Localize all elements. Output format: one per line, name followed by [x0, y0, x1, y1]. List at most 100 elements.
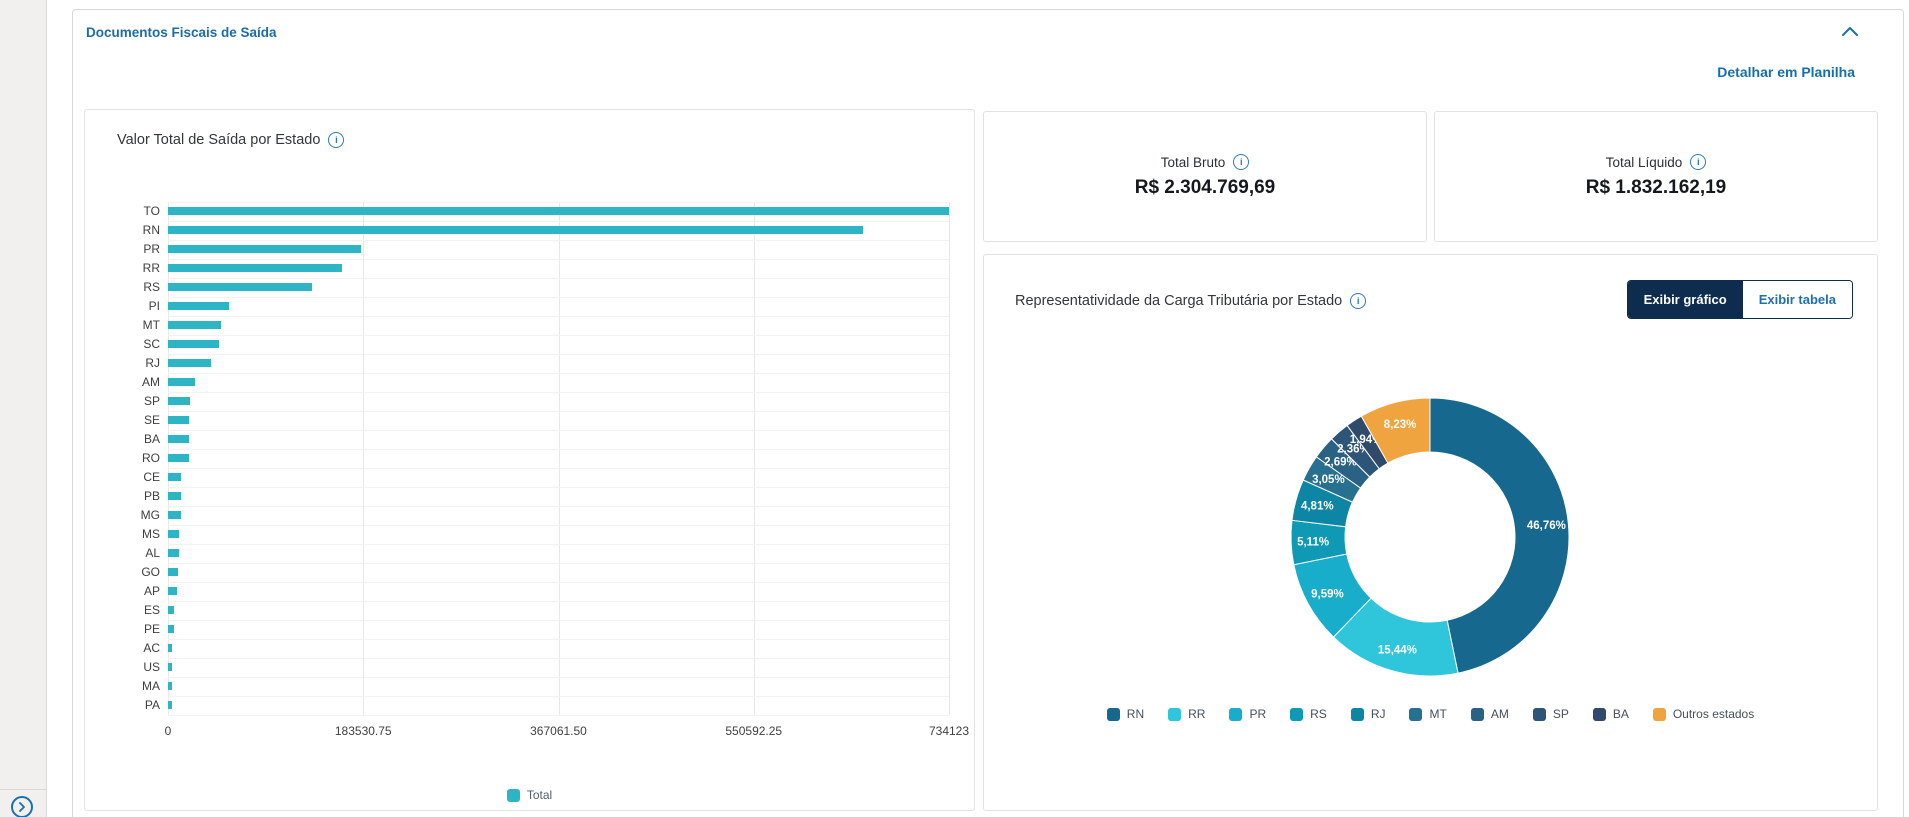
tax-burden-panel: Representatividade da Carga Tributária p… [983, 254, 1878, 811]
y-axis-label: AP [143, 584, 160, 598]
bar-RR[interactable] [168, 264, 343, 272]
y-axis-label: SP [143, 394, 160, 408]
legend-item-AM[interactable]: AM [1470, 707, 1509, 721]
legend-item-RR[interactable]: RR [1168, 707, 1205, 721]
gridline [168, 487, 949, 488]
y-axis-label: GO [141, 565, 160, 579]
bar-AC[interactable] [168, 644, 173, 652]
bar-RO[interactable] [168, 454, 190, 462]
collapse-section-button[interactable] [1839, 24, 1861, 39]
bar-TO[interactable] [168, 207, 949, 215]
legend-label: SP [1552, 707, 1569, 721]
legend-item-SP[interactable]: SP [1532, 707, 1569, 721]
pie-slice-Outros estados[interactable] [1360, 397, 1431, 464]
legend-item-RN[interactable]: RN [1106, 707, 1144, 721]
gridline [168, 278, 949, 279]
bar-PE[interactable] [168, 625, 174, 633]
total-liquido-card: Total Líquido i R$ 1.832.162,19 [1434, 111, 1878, 242]
pie-slice-label: 9,59% [1311, 588, 1344, 600]
gridline [168, 449, 949, 450]
y-axis-label: US [143, 660, 160, 674]
gridline [168, 221, 949, 222]
legend-swatch [1652, 707, 1666, 721]
legend-item-RJ[interactable]: RJ [1350, 707, 1386, 721]
bar-MA[interactable] [168, 682, 173, 690]
total-bruto-label: Total Bruto [1160, 154, 1226, 170]
info-icon[interactable]: i [328, 132, 345, 148]
bar-PB[interactable] [168, 492, 181, 500]
legend-label: RR [1188, 707, 1206, 721]
bar-ES[interactable] [168, 606, 175, 614]
bar-RN[interactable] [168, 226, 863, 234]
legend-label: RJ [1370, 707, 1386, 721]
sidebar-expand-button[interactable] [11, 796, 33, 817]
bar-US[interactable] [168, 663, 172, 671]
legend-label: MT [1429, 707, 1447, 721]
bar-RS[interactable] [168, 283, 312, 291]
pie-slice-RN[interactable] [1429, 397, 1570, 674]
bar-PA[interactable] [168, 701, 172, 709]
legend-swatch [1409, 707, 1423, 721]
info-icon[interactable]: i [1690, 154, 1707, 170]
y-axis-label: PI [148, 299, 160, 313]
y-axis-label: AC [143, 641, 160, 655]
bar-MS[interactable] [168, 530, 179, 538]
bar-GO[interactable] [168, 568, 178, 576]
bar-PR[interactable] [168, 245, 361, 253]
pie-slice-label: 2,36% [1337, 444, 1370, 456]
legend-item-MT[interactable]: MT [1409, 707, 1447, 721]
bar-chart-legend[interactable]: Total [85, 788, 974, 802]
info-icon[interactable]: i [1350, 293, 1367, 309]
gridline [168, 430, 949, 431]
legend-item-RS[interactable]: RS [1290, 707, 1327, 721]
legend-label: AM [1490, 707, 1509, 721]
legend-swatch [1168, 707, 1182, 721]
bar-AL[interactable] [168, 549, 179, 557]
collapsed-sidebar [0, 0, 47, 817]
gridline [168, 202, 949, 203]
legend-swatch [1592, 707, 1606, 721]
gridline [168, 316, 949, 317]
y-axis-label: RR [142, 261, 160, 275]
gridline [168, 620, 949, 621]
bar-AM[interactable] [168, 378, 195, 386]
gridline [558, 202, 560, 715]
donut-legend: RN RR PR RS RJ MT AM SP BA Outros estados [984, 707, 1877, 721]
bar-AP[interactable] [168, 587, 178, 595]
legend-swatch [1350, 707, 1364, 721]
bar-SP[interactable] [168, 397, 191, 405]
legend-item-BA[interactable]: BA [1592, 707, 1629, 721]
bar-SC[interactable] [168, 340, 220, 348]
gridline [168, 658, 949, 659]
y-axis-label: PA [144, 698, 160, 712]
legend-item-PR[interactable]: PR [1229, 707, 1266, 721]
bar-PI[interactable] [168, 302, 229, 310]
bar-MG[interactable] [168, 511, 181, 519]
legend-item-Outros estados[interactable]: Outros estados [1652, 707, 1755, 721]
bar-RJ[interactable] [168, 359, 211, 367]
bar-SE[interactable] [168, 416, 190, 424]
gridline [949, 202, 950, 715]
gridline [168, 563, 949, 564]
bar-chart-title: Valor Total de Saída por Estado [117, 132, 321, 148]
total-liquido-value: R$ 1.832.162,19 [1585, 177, 1727, 198]
bar-BA[interactable] [168, 435, 190, 443]
gridline [168, 392, 949, 393]
exibir-tabela-button[interactable]: Exibir tabela [1742, 281, 1852, 318]
y-axis-label: PR [143, 242, 160, 256]
gridline [168, 639, 949, 640]
gridline [168, 373, 949, 374]
y-axis-label: AM [142, 375, 160, 389]
bar-MT[interactable] [168, 321, 222, 329]
detalhar-em-planilha-link[interactable]: Detalhar em Planilha [1717, 64, 1855, 80]
gridline [168, 411, 949, 412]
bar-CE[interactable] [168, 473, 181, 481]
exibir-grafico-button[interactable]: Exibir gráfico [1627, 281, 1743, 318]
gridline [168, 335, 949, 336]
y-axis-label: RS [143, 280, 160, 294]
gridline [168, 354, 949, 355]
legend-swatch [1106, 707, 1120, 721]
legend-label: Outros estados [1672, 707, 1755, 721]
pie-slice-label: 15,44% [1378, 644, 1417, 656]
info-icon[interactable]: i [1233, 154, 1250, 170]
